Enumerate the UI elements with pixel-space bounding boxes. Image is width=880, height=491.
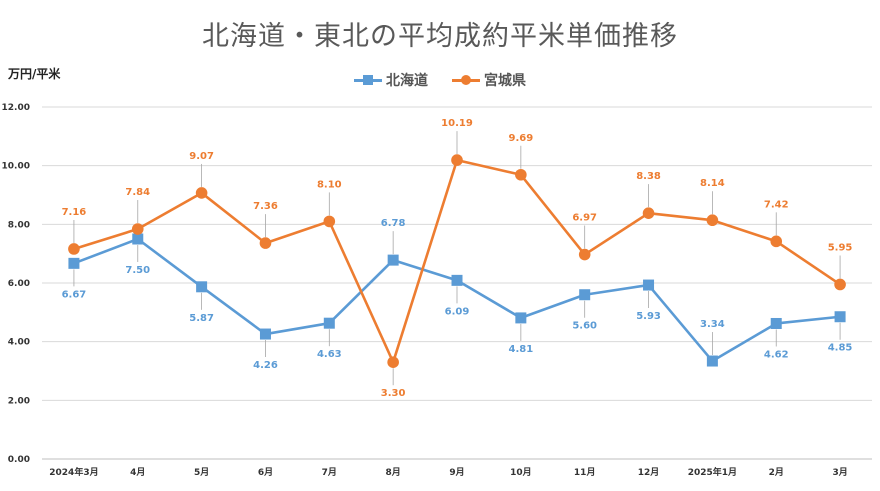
data-label: 6.09 <box>445 306 470 317</box>
y-tick-label: 0.00 <box>8 455 30 465</box>
data-label: 6.78 <box>381 218 406 229</box>
data-point-marker <box>706 355 718 367</box>
data-point-marker <box>131 223 144 235</box>
legend-square-marker-icon <box>354 73 382 87</box>
data-label: 3.34 <box>700 319 725 330</box>
data-label: 4.63 <box>317 349 342 360</box>
data-label: 6.67 <box>62 289 87 300</box>
legend-item-miyagi: 宮城県 <box>452 70 526 90</box>
data-label: 5.95 <box>828 242 853 253</box>
data-label: 5.87 <box>189 313 214 324</box>
data-label: 8.14 <box>700 178 725 189</box>
x-tick-label: 11月 <box>574 467 596 478</box>
data-label: 9.07 <box>189 151 214 162</box>
data-point-marker <box>323 215 336 228</box>
x-tick-label: 2025年1月 <box>688 466 737 478</box>
data-point-marker <box>515 168 527 181</box>
data-label: 7.16 <box>62 207 87 218</box>
chart-title: 北海道・東北の平均成約平米単価推移 <box>202 21 678 52</box>
data-label: 9.69 <box>509 133 534 144</box>
data-label: 10.19 <box>441 118 473 129</box>
data-point-marker <box>451 274 463 286</box>
data-point-marker <box>643 279 655 291</box>
data-label: 7.42 <box>764 199 789 210</box>
y-tick-label: 8.00 <box>8 220 30 230</box>
data-point-marker <box>132 233 144 245</box>
data-point-marker <box>323 317 335 329</box>
data-label: 4.26 <box>253 360 278 371</box>
y-tick-label: 10.00 <box>2 162 30 172</box>
x-tick-label: 2月 <box>769 467 784 478</box>
y-tick-label: 6.00 <box>8 279 30 289</box>
x-tick-label: 12月 <box>638 467 660 478</box>
data-point-marker <box>68 243 80 255</box>
data-point-marker <box>834 278 846 291</box>
data-point-marker <box>451 154 463 166</box>
x-tick-label: 5月 <box>194 467 209 478</box>
data-label: 4.81 <box>509 344 534 355</box>
data-label: 7.36 <box>253 201 278 212</box>
data-label: 5.93 <box>636 311 661 322</box>
legend: 北海道 宮城県 <box>0 70 880 90</box>
data-point-marker <box>578 248 591 261</box>
data-point-marker <box>195 187 208 199</box>
y-tick-label: 12.00 <box>2 103 30 113</box>
data-point-marker <box>770 235 783 248</box>
y-axis-unit-label: 万円/平米 <box>8 67 61 81</box>
legend-label-miyagi: 宮城県 <box>484 73 526 89</box>
legend-circle-marker-icon <box>452 73 480 87</box>
data-point-marker <box>68 257 80 269</box>
data-point-marker <box>834 311 846 323</box>
data-point-marker <box>259 237 272 249</box>
x-tick-label: 7月 <box>322 467 337 478</box>
data-point-marker <box>706 214 719 227</box>
data-point-marker <box>387 356 399 369</box>
x-tick-label: 4月 <box>130 467 145 478</box>
x-tick-label: 8月 <box>386 467 401 478</box>
data-point-marker <box>387 254 399 266</box>
legend-item-hokkaido: 北海道 <box>354 70 428 90</box>
x-tick-label: 6月 <box>258 467 273 478</box>
data-point-marker <box>770 317 782 329</box>
data-point-marker <box>642 207 655 219</box>
data-label: 8.38 <box>636 171 661 182</box>
data-label: 6.97 <box>572 213 597 224</box>
data-label: 4.85 <box>828 343 853 354</box>
data-label: 7.50 <box>125 265 150 276</box>
x-tick-label: 2024年3月 <box>49 466 98 478</box>
legend-label-hokkaido: 北海道 <box>386 73 428 89</box>
data-point-marker <box>515 312 527 324</box>
data-label: 3.30 <box>381 388 406 399</box>
data-label: 7.84 <box>125 187 150 198</box>
data-label: 8.10 <box>317 179 342 190</box>
x-tick-label: 3月 <box>832 467 847 478</box>
series-line <box>73 158 841 364</box>
data-point-marker <box>259 328 271 340</box>
y-tick-label: 4.00 <box>8 338 30 348</box>
data-label: 5.60 <box>572 321 597 332</box>
x-tick-label: 9月 <box>449 467 464 478</box>
y-tick-label: 2.00 <box>8 396 30 406</box>
data-point-marker <box>196 281 208 293</box>
data-label: 4.62 <box>764 349 789 360</box>
data-point-marker <box>579 289 591 301</box>
x-tick-label: 10月 <box>510 467 532 478</box>
